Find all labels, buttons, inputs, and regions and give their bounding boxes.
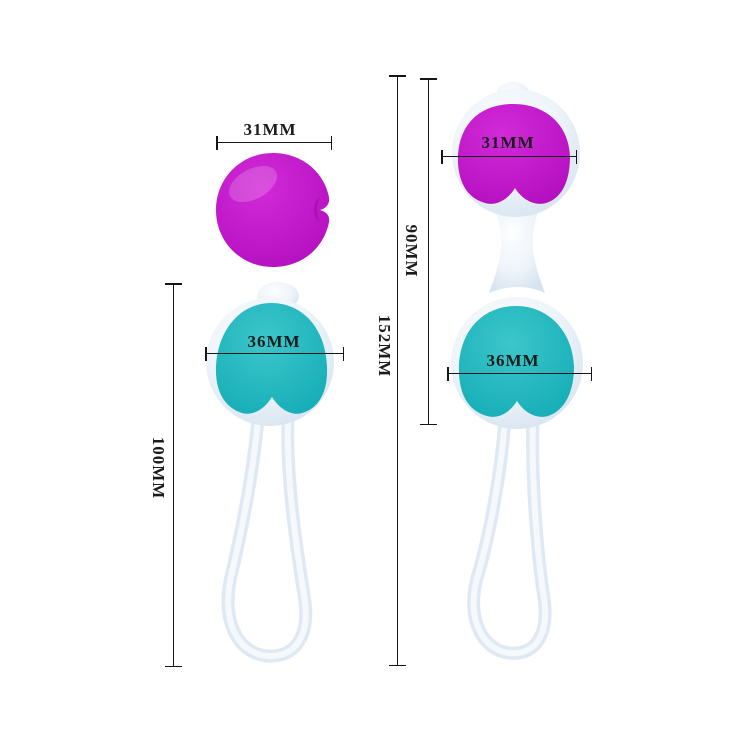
right-upper-length-dim-line: [420, 78, 437, 425]
right-total-length-dim-line: [389, 75, 406, 666]
right-bottom-heart-width-dim-line: [447, 367, 592, 381]
dim-tick: [330, 136, 332, 150]
dim-cap: [389, 75, 406, 77]
dim-cap: [165, 665, 182, 667]
right-total-length-label: 152MM: [375, 314, 394, 378]
left-purple-ball: [216, 153, 330, 267]
dim-tick: [575, 150, 577, 164]
right-bottom-heart-width-label: 36MM: [486, 351, 540, 370]
dim-tick: [590, 367, 592, 381]
right-upper-length-label: 90MM: [402, 224, 421, 278]
left-purple-ball-crease: [314, 197, 320, 223]
right-product: [451, 82, 583, 660]
left-purple-ball-highlight: [228, 165, 278, 203]
right-top-heart-width-dim-line: [441, 150, 577, 164]
dim-cap: [420, 423, 437, 425]
right-connector-waist: [489, 203, 545, 293]
left-length-dim-line: [165, 283, 182, 667]
left-ball-width-label: 31MM: [243, 120, 297, 139]
left-ball-width-dim-line: [216, 136, 332, 150]
dim-cap: [420, 78, 437, 80]
right-purple-heart: [457, 104, 570, 204]
right-teal-heart: [458, 306, 574, 417]
left-length-label: 100MM: [149, 436, 168, 500]
left-product: [206, 153, 334, 663]
dim-tick: [447, 367, 449, 381]
dim-tick: [342, 347, 344, 361]
left-heart-width-label: 36MM: [247, 332, 301, 351]
dim-cap: [165, 283, 182, 285]
right-loop-tail-highlight: [470, 417, 548, 657]
dim-tick: [205, 347, 207, 361]
right-top-heart-width-label: 31MM: [481, 133, 535, 152]
dim-tick: [216, 136, 218, 150]
dim-tick: [441, 150, 443, 164]
left-teal-heart: [215, 303, 328, 414]
left-heart-width-dim-line: [205, 347, 344, 361]
left-loop-tail-highlight: [225, 417, 309, 660]
dim-cap: [389, 664, 406, 666]
